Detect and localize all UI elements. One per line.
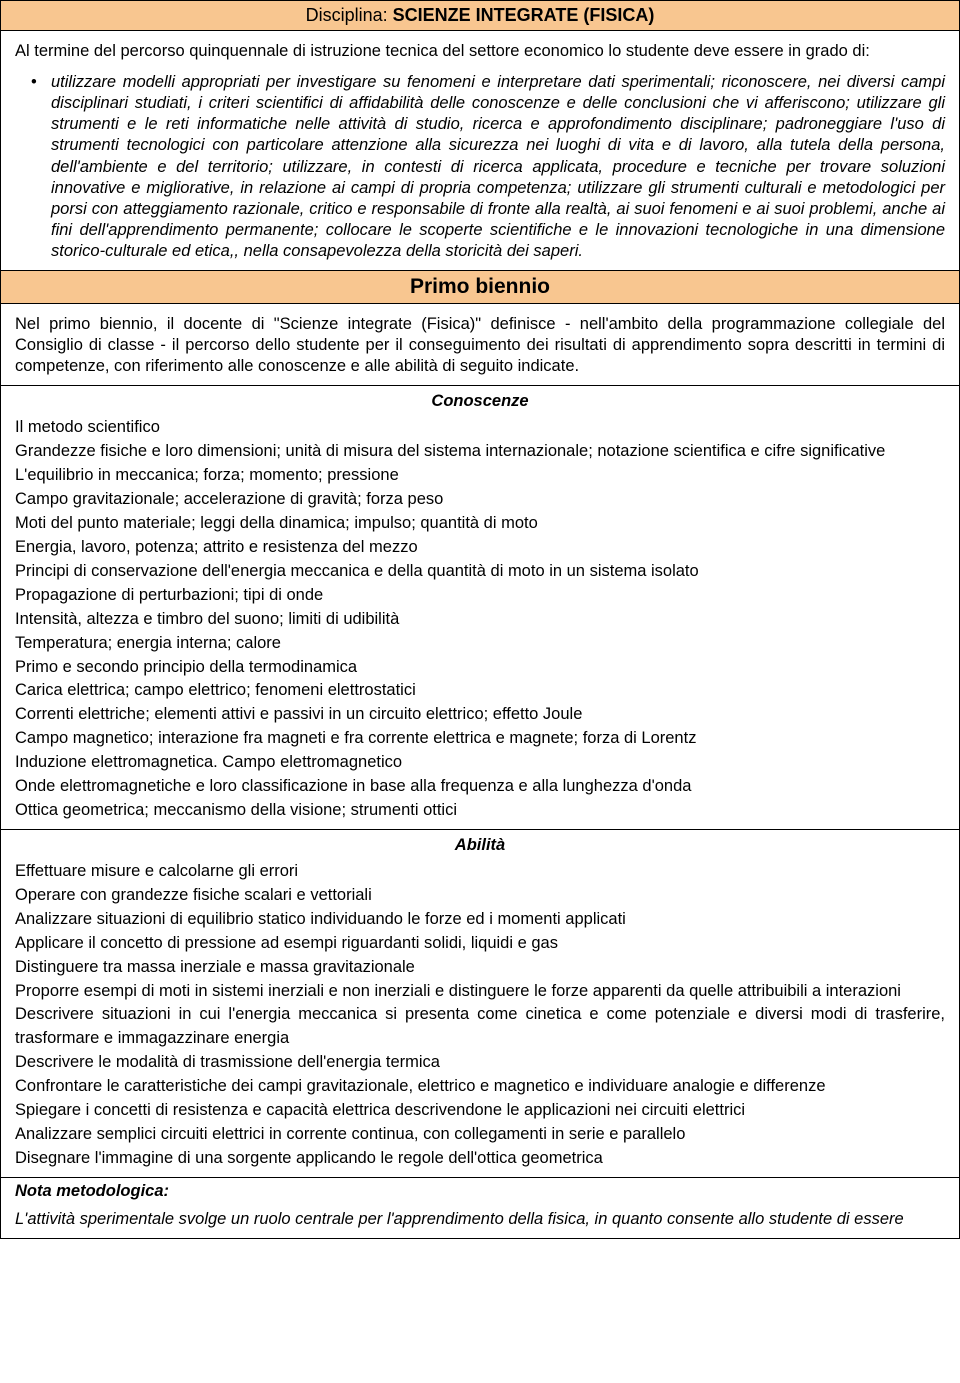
discipline-prefix: Disciplina: — [306, 5, 393, 25]
list-item: Analizzare situazioni di equilibrio stat… — [15, 908, 945, 932]
abilita-title: Abilità — [15, 834, 945, 858]
list-item: Proporre esempi di moti in sistemi inerz… — [15, 980, 945, 1004]
biennio-desc: Nel primo biennio, il docente di "Scienz… — [1, 304, 959, 385]
list-item: Campo gravitazionale; accelerazione di g… — [15, 488, 945, 512]
list-item: Analizzare semplici circuiti elettrici i… — [15, 1123, 945, 1147]
list-item: Moti del punto materiale; leggi della di… — [15, 512, 945, 536]
list-item: Campo magnetico; interazione fra magneti… — [15, 727, 945, 751]
intro-bullet-list: utilizzare modelli appropriati per inves… — [15, 72, 945, 262]
conoscenze-list: Il metodo scientificoGrandezze fisiche e… — [15, 416, 945, 823]
discipline-title: SCIENZE INTEGRATE (FISICA) — [393, 5, 655, 25]
list-item: Il metodo scientifico — [15, 416, 945, 440]
list-item: Effettuare misure e calcolarne gli error… — [15, 860, 945, 884]
list-item: Grandezze fisiche e loro dimensioni; uni… — [15, 440, 945, 464]
list-item: Applicare il concetto di pressione ad es… — [15, 932, 945, 956]
intro-block: Al termine del percorso quinquennale di … — [1, 31, 959, 271]
nota-section: Nota metodologica: L'attività sperimenta… — [1, 1177, 959, 1238]
nota-title: Nota metodologica: — [15, 1180, 945, 1204]
intro-lead: Al termine del percorso quinquennale di … — [15, 41, 945, 62]
list-item: Distinguere tra massa inerziale e massa … — [15, 956, 945, 980]
list-item: Onde elettromagnetiche e loro classifica… — [15, 775, 945, 799]
list-item: Intensità, altezza e timbro del suono; l… — [15, 608, 945, 632]
list-item: Operare con grandezze fisiche scalari e … — [15, 884, 945, 908]
list-item: Principi di conservazione dell'energia m… — [15, 560, 945, 584]
nota-text: L'attività sperimentale svolge un ruolo … — [15, 1208, 945, 1232]
list-item: L'equilibrio in meccanica; forza; moment… — [15, 464, 945, 488]
list-item: Confrontare le caratteristiche dei campi… — [15, 1075, 945, 1099]
intro-bullet-item: utilizzare modelli appropriati per inves… — [51, 72, 945, 262]
list-item: Energia, lavoro, potenza; attrito e resi… — [15, 536, 945, 560]
page-container: Disciplina: SCIENZE INTEGRATE (FISICA) A… — [0, 0, 960, 1239]
list-item: Descrivere situazioni in cui l'energia m… — [15, 1003, 945, 1051]
list-item: Primo e secondo principio della termodin… — [15, 656, 945, 680]
list-item: Propagazione di perturbazioni; tipi di o… — [15, 584, 945, 608]
list-item: Spiegare i concetti di resistenza e capa… — [15, 1099, 945, 1123]
conoscenze-section: Conoscenze Il metodo scientificoGrandezz… — [1, 385, 959, 829]
conoscenze-title: Conoscenze — [15, 390, 945, 414]
list-item: Descrivere le modalità di trasmissione d… — [15, 1051, 945, 1075]
abilita-list: Effettuare misure e calcolarne gli error… — [15, 860, 945, 1171]
list-item: Correnti elettriche; elementi attivi e p… — [15, 703, 945, 727]
abilita-section: Abilità Effettuare misure e calcolarne g… — [1, 829, 959, 1177]
discipline-header: Disciplina: SCIENZE INTEGRATE (FISICA) — [1, 1, 959, 31]
list-item: Disegnare l'immagine di una sorgente app… — [15, 1147, 945, 1171]
list-item: Induzione elettromagnetica. Campo elettr… — [15, 751, 945, 775]
list-item: Ottica geometrica; meccanismo della visi… — [15, 799, 945, 823]
list-item: Carica elettrica; campo elettrico; fenom… — [15, 679, 945, 703]
biennio-header: Primo biennio — [1, 271, 959, 304]
list-item: Temperatura; energia interna; calore — [15, 632, 945, 656]
